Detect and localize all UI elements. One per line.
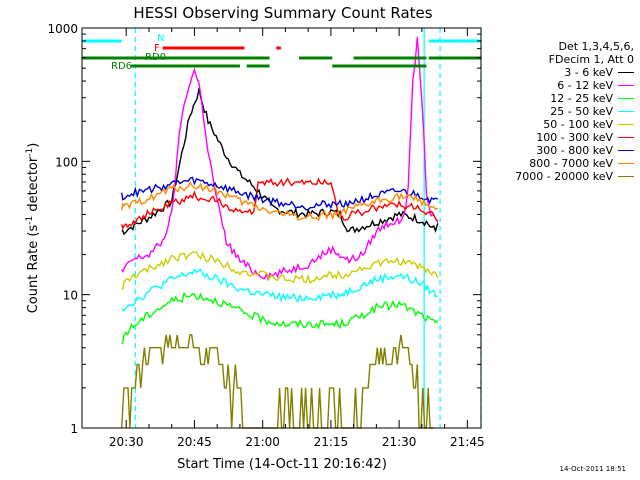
y-tick-label: 100 (55, 155, 78, 169)
legend-label: 800 - 7000 keV (529, 157, 613, 170)
y-axis-label: Count Rate (s-1 detector-1) (25, 143, 41, 314)
y-tick-label: 10 (63, 289, 78, 303)
x-tick-label: 21:15 (314, 435, 349, 449)
series-line (121, 268, 438, 312)
chart-title: HESSI Observing Summary Count Rates (133, 4, 432, 22)
legend-label: 6 - 12 keV (557, 79, 613, 92)
legend-swatch (618, 163, 634, 164)
series-line (121, 291, 439, 345)
status-bar-label: N (157, 33, 164, 44)
series-line (121, 334, 434, 429)
vertical-markers (134, 28, 482, 428)
x-tick-label: 20:45 (177, 435, 212, 449)
legend-item: 800 - 7000 keV (482, 157, 634, 170)
legend-label: 50 - 100 keV (543, 118, 613, 131)
legend-item: 300 - 800 keV (482, 144, 634, 157)
series-line (121, 181, 438, 222)
legend-item: 7000 - 20000 keV (482, 170, 634, 183)
x-tick-label: 21:30 (382, 435, 417, 449)
legend-item: 100 - 300 keV (482, 131, 634, 144)
series-line (121, 251, 439, 291)
legend-label: 12 - 25 keV (550, 92, 613, 105)
legend-label: 25 - 50 keV (550, 105, 613, 118)
legend-label: 300 - 800 keV (536, 144, 613, 157)
status-bar-label: RD6 (111, 61, 132, 72)
legend-swatch (618, 72, 634, 73)
legend-header-line: FDecim 1, Att 0 (548, 53, 634, 66)
legend-swatch (618, 85, 634, 86)
legend-item: 25 - 50 keV (482, 105, 634, 118)
legend-item: 50 - 100 keV (482, 118, 634, 131)
x-tick-label: 20:30 (109, 435, 144, 449)
legend-header-line: Det 1,3,4,5,6, (558, 40, 634, 53)
legend-item: 3 - 6 keV (482, 66, 634, 79)
axes-ticks: 20:30 20:45 21:00 21:15 21:30 21:45 1 10 100 1000 (47, 22, 484, 449)
y-tick-label: 1 (70, 422, 78, 436)
x-tick-label: 21:00 (245, 435, 280, 449)
legend-swatch (618, 98, 634, 99)
status-bar-label: F (154, 43, 160, 54)
legend-swatch (618, 150, 634, 151)
legend-swatch (618, 176, 634, 177)
series-group (121, 37, 439, 429)
plot-frame (81, 27, 482, 429)
legend-swatch (618, 124, 634, 125)
legend-item: 6 - 12 keV (482, 79, 634, 92)
chart-legend: Det 1,3,4,5,6, FDecim 1, Att 0 3 - 6 keV… (482, 40, 634, 183)
y-tick-label: 1000 (47, 22, 78, 36)
legend-label: 3 - 6 keV (564, 66, 613, 79)
legend-rows: 3 - 6 keV 6 - 12 keV 12 - 25 keV 25 - 50 ke… (482, 66, 634, 183)
series-line (121, 176, 439, 211)
series-line (121, 177, 439, 231)
legend-item: 12 - 25 keV (482, 92, 634, 105)
legend-label: 100 - 300 keV (536, 131, 613, 144)
timestamp: 14-Oct-2011 18:51 (559, 465, 626, 473)
series-line (121, 37, 439, 282)
legend-label: 7000 - 20000 keV (515, 170, 613, 183)
x-axis-label: Start Time (14-Oct-11 20:16:42) (177, 457, 387, 472)
status-bar-label: RD0 (145, 52, 166, 63)
x-tick-label: 21:45 (450, 435, 485, 449)
legend-swatch (618, 137, 634, 138)
legend-swatch (618, 111, 634, 112)
